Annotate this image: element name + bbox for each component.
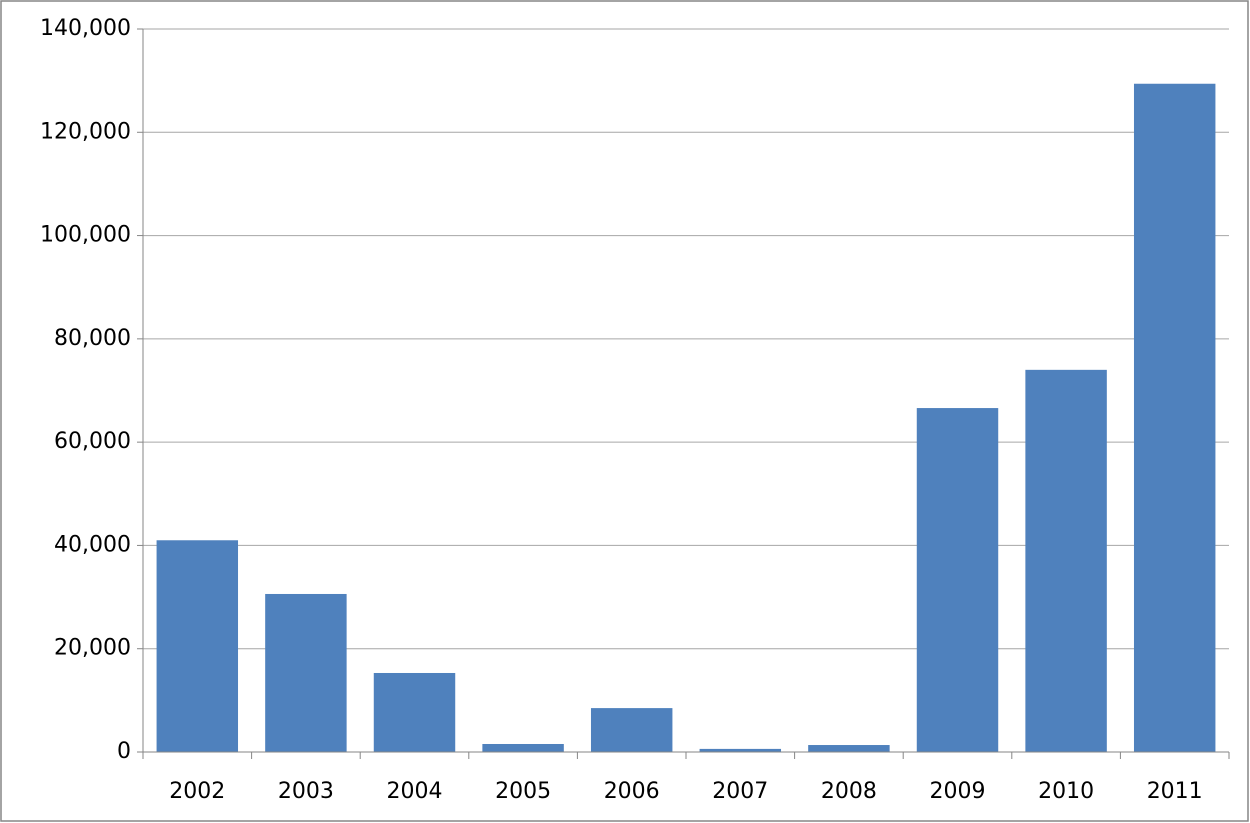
y-tick-label: 80,000 [54,326,131,351]
x-tick-label: 2002 [169,779,225,804]
bar [156,540,239,752]
x-tick-label: 2006 [604,779,660,804]
y-tick-label: 100,000 [40,223,131,248]
y-tick-label: 20,000 [54,636,131,661]
x-tick-label: 2009 [930,779,986,804]
bar [373,672,456,752]
bar [265,593,347,752]
y-tick-label: 60,000 [54,429,131,454]
bar [482,743,564,752]
bar [1025,369,1107,752]
x-tick-label: 2011 [1147,779,1203,804]
y-tick-label: 120,000 [40,119,131,144]
x-tick-label: 2008 [821,779,877,804]
y-tick-label: 40,000 [54,532,131,557]
y-tick-label: 140,000 [40,16,131,41]
bar [590,708,673,752]
x-tick-label: 2010 [1038,779,1094,804]
x-tick-label: 2007 [712,779,768,804]
bar [1133,83,1216,752]
x-tick-label: 2003 [278,779,334,804]
bar [808,745,890,752]
bar [916,408,999,752]
y-tick-label: 0 [117,739,131,764]
x-tick-label: 2005 [495,779,551,804]
bar [699,748,782,752]
x-tick-label: 2004 [387,779,443,804]
